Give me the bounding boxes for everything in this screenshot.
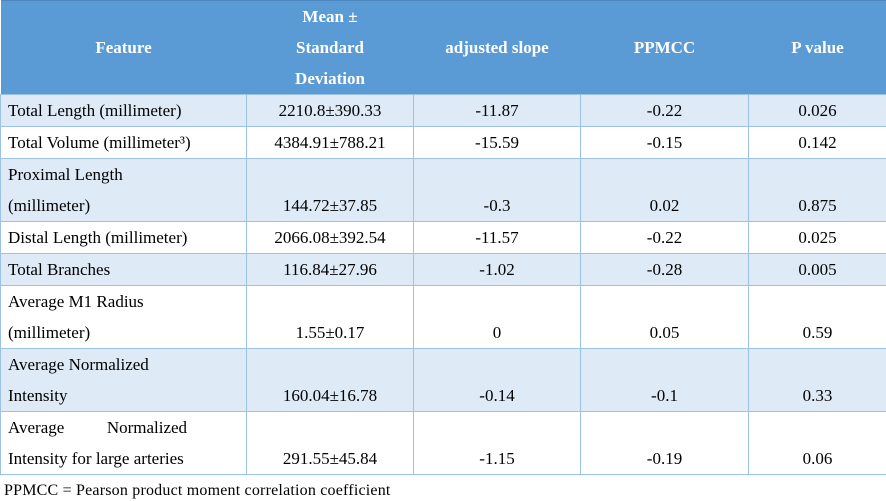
column-header-ppmcc: PPMCC	[581, 1, 749, 95]
cell-feature: Average M1 Radius (millimeter)	[1, 286, 247, 349]
cell-p-value: 0.33	[749, 349, 886, 412]
cell-mean-sd: 144.72±37.85	[247, 159, 414, 222]
cell-adjusted-slope: -11.57	[414, 222, 581, 254]
cell-ppmcc: -0.1	[581, 349, 749, 412]
table-row: Total Branches 116.84±27.96 -1.02 -0.28 …	[1, 254, 886, 286]
cell-feature: Proximal Length (millimeter)	[1, 159, 247, 222]
results-table: Feature Mean ± Standard Deviation adjust…	[0, 0, 886, 475]
cell-ppmcc: -0.15	[581, 127, 749, 159]
cell-feature: Average Normalized Intensity	[1, 349, 247, 412]
column-header-feature: Feature	[1, 1, 247, 95]
cell-p-value: 0.06	[749, 412, 886, 475]
footnote: PPMCC = Pearson product moment correlati…	[0, 475, 886, 501]
table-row: Total Length (millimeter) 2210.8±390.33 …	[1, 95, 886, 127]
table-row: Proximal Length (millimeter) 144.72±37.8…	[1, 159, 886, 222]
cell-ppmcc: -0.22	[581, 222, 749, 254]
cell-feature: Distal Length (millimeter)	[1, 222, 247, 254]
cell-p-value: 0.026	[749, 95, 886, 127]
column-header-adjusted-slope: adjusted slope	[414, 1, 581, 95]
cell-mean-sd: 116.84±27.96	[247, 254, 414, 286]
cell-adjusted-slope: -0.14	[414, 349, 581, 412]
cell-feature: Total Branches	[1, 254, 247, 286]
cell-p-value: 0.005	[749, 254, 886, 286]
cell-ppmcc: 0.05	[581, 286, 749, 349]
cell-p-value: 0.59	[749, 286, 886, 349]
cell-feature: Total Length (millimeter)	[1, 95, 247, 127]
cell-feature: Average Normalized Intensity for large a…	[1, 412, 247, 475]
column-header-p-value: P value	[749, 1, 886, 95]
cell-p-value: 0.142	[749, 127, 886, 159]
table-row: Average Normalized Intensity for large a…	[1, 412, 886, 475]
cell-adjusted-slope: 0	[414, 286, 581, 349]
cell-ppmcc: -0.22	[581, 95, 749, 127]
cell-mean-sd: 160.04±16.78	[247, 349, 414, 412]
cell-ppmcc: -0.28	[581, 254, 749, 286]
cell-adjusted-slope: -1.15	[414, 412, 581, 475]
cell-p-value: 0.875	[749, 159, 886, 222]
cell-p-value: 0.025	[749, 222, 886, 254]
cell-mean-sd: 1.55±0.17	[247, 286, 414, 349]
cell-mean-sd: 4384.91±788.21	[247, 127, 414, 159]
table-row: Average Normalized Intensity 160.04±16.7…	[1, 349, 886, 412]
cell-adjusted-slope: -1.02	[414, 254, 581, 286]
cell-feature: Total Volume (millimeter³)	[1, 127, 247, 159]
table-row: Average M1 Radius (millimeter) 1.55±0.17…	[1, 286, 886, 349]
cell-mean-sd: 2066.08±392.54	[247, 222, 414, 254]
cell-mean-sd: 2210.8±390.33	[247, 95, 414, 127]
table-row: Distal Length (millimeter) 2066.08±392.5…	[1, 222, 886, 254]
cell-mean-sd: 291.55±45.84	[247, 412, 414, 475]
cell-adjusted-slope: -15.59	[414, 127, 581, 159]
cell-adjusted-slope: -0.3	[414, 159, 581, 222]
table-row: Total Volume (millimeter³) 4384.91±788.2…	[1, 127, 886, 159]
column-header-mean-sd: Mean ± Standard Deviation	[247, 1, 414, 95]
header-row: Feature Mean ± Standard Deviation adjust…	[1, 1, 886, 95]
cell-ppmcc: 0.02	[581, 159, 749, 222]
cell-ppmcc: -0.19	[581, 412, 749, 475]
cell-adjusted-slope: -11.87	[414, 95, 581, 127]
